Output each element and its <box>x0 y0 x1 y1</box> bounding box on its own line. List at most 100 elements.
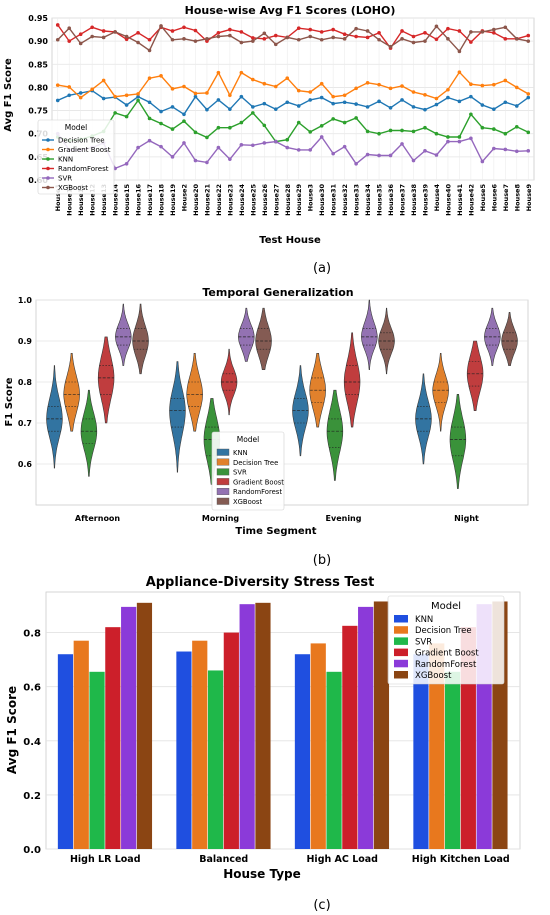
legend-label: SVR <box>233 469 247 477</box>
data-point <box>354 116 358 120</box>
data-point <box>273 139 278 144</box>
data-point <box>124 34 129 39</box>
violin-body <box>326 389 344 481</box>
legend-swatch <box>394 626 408 634</box>
data-point <box>228 125 232 130</box>
y-tick-label: 0.2 <box>23 791 41 802</box>
x-tick-label: House29 <box>295 184 303 216</box>
data-point <box>457 29 462 33</box>
x-tick-label: House28 <box>284 184 292 216</box>
data-point <box>55 98 60 103</box>
x-tick-label: House34 <box>364 184 372 216</box>
data-point <box>434 24 439 29</box>
legend-label: RandomForest <box>415 660 477 670</box>
legend-label: XGBoost <box>58 184 88 192</box>
violin-decision-tree <box>186 353 203 432</box>
data-point <box>514 149 519 154</box>
x-tick-label: House13 <box>100 184 108 216</box>
violin-body <box>415 373 432 465</box>
data-point <box>124 93 129 98</box>
violin-gradient-boost <box>220 348 238 416</box>
data-point <box>492 31 496 35</box>
violin-xgboost <box>132 303 149 375</box>
data-point <box>228 27 232 32</box>
legend-title: Model <box>65 123 88 132</box>
data-point <box>101 35 106 40</box>
x-tick-label: House42 <box>467 184 475 216</box>
data-point <box>331 35 335 40</box>
bar <box>176 651 192 849</box>
data-point <box>354 102 358 106</box>
data-point <box>331 27 335 32</box>
violin-knn <box>46 365 63 469</box>
x-tick-label: House31 <box>330 184 338 216</box>
data-point <box>308 130 313 134</box>
data-point <box>331 117 335 121</box>
data-point <box>503 37 508 41</box>
series-line <box>57 71 529 100</box>
data-point <box>182 141 186 145</box>
data-point <box>400 142 404 146</box>
data-point <box>503 78 508 83</box>
series-line <box>57 99 529 143</box>
x-tick-label: House6 <box>490 184 498 212</box>
violin-gradient-boost <box>97 336 115 424</box>
data-point <box>331 94 335 99</box>
x-tick-label: House20 <box>192 184 200 216</box>
data-point <box>526 95 531 100</box>
data-point <box>377 99 381 104</box>
x-tick-label: House17 <box>146 184 154 216</box>
data-point <box>319 135 324 139</box>
plot-area <box>51 17 535 181</box>
x-tick-label: Evening <box>326 514 362 523</box>
data-point <box>193 158 198 163</box>
data-point <box>319 81 324 86</box>
bar <box>57 654 74 849</box>
violin-body <box>309 353 326 428</box>
data-point <box>342 37 347 41</box>
data-point <box>147 116 152 121</box>
x-tick-label: Balanced <box>199 854 248 865</box>
bar <box>121 606 137 849</box>
bar <box>429 643 445 849</box>
violin-gradient-boost <box>466 340 484 411</box>
data-point <box>469 112 473 117</box>
x-tick-label: House7 <box>502 184 510 211</box>
data-point <box>193 130 198 135</box>
y-axis-label: F1 Score <box>4 377 15 426</box>
legend-label: SVR <box>415 637 432 647</box>
violin-body <box>115 303 132 366</box>
bar <box>105 627 121 849</box>
data-point <box>159 74 163 78</box>
x-tick-label: Morning <box>202 514 240 523</box>
data-point <box>124 103 129 107</box>
series-randomforest <box>55 23 531 50</box>
legend-marker <box>46 147 50 152</box>
data-point <box>446 87 450 92</box>
data-point <box>216 70 221 75</box>
data-point <box>262 37 267 41</box>
legend-label: Decision Tree <box>58 137 105 145</box>
data-point <box>400 98 404 102</box>
data-point <box>216 34 221 39</box>
y-tick-label: 0.75 <box>28 107 48 116</box>
data-point <box>365 129 370 134</box>
data-point <box>124 162 129 166</box>
data-point <box>434 131 439 136</box>
data-point <box>492 127 496 131</box>
data-point <box>423 149 427 153</box>
figure-label-c: (c) <box>313 898 330 913</box>
data-point <box>78 32 83 36</box>
data-point <box>308 148 313 152</box>
bar <box>358 606 374 849</box>
figure-label-b: (b) <box>313 553 331 568</box>
data-point <box>90 87 94 92</box>
data-point <box>400 37 404 41</box>
violin-body <box>238 307 255 362</box>
data-point <box>182 112 186 117</box>
legend-marker <box>46 185 50 190</box>
bar <box>326 671 342 849</box>
data-point <box>239 120 244 125</box>
series-xgboost <box>55 24 531 54</box>
violin-body <box>46 365 63 469</box>
